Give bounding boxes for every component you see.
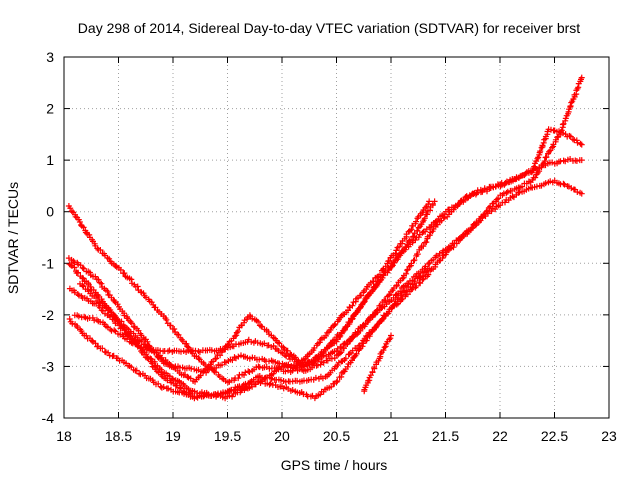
y-tick-label: 0 — [46, 204, 54, 220]
x-tick-label: 20 — [274, 428, 290, 444]
series-sat-5 — [71, 126, 585, 369]
chart-title: Day 298 of 2014, Sidereal Day-to-day VTE… — [78, 20, 580, 36]
x-tick-label: 18 — [56, 428, 72, 444]
y-tick-label: 1 — [46, 152, 54, 168]
y-tick-label: -1 — [42, 255, 55, 271]
x-tick-label: 22 — [492, 428, 508, 444]
series-markers — [65, 198, 433, 386]
x-tick-label: 18.5 — [105, 428, 132, 444]
x-tick-label: 20.5 — [323, 428, 350, 444]
x-axis-label: GPS time / hours — [281, 457, 388, 473]
x-tick-labels: 18 18.5 19 19.5 20 20.5 21 21.5 22 22.5 23 — [56, 428, 617, 444]
y-tick-label: -4 — [42, 410, 55, 426]
series-sat-7 — [65, 198, 433, 386]
x-tick-label: 19.5 — [214, 428, 241, 444]
series-markers — [361, 332, 394, 395]
series-sat-6 — [77, 74, 585, 376]
data-series — [65, 74, 585, 402]
series-markers — [77, 74, 585, 376]
y-axis-label: SDTVAR / TECUs — [5, 182, 21, 294]
y-tick-label: 2 — [46, 101, 54, 117]
x-tick-label: 21.5 — [432, 428, 459, 444]
y-tick-label: 3 — [46, 49, 54, 65]
y-tick-label: -2 — [42, 307, 55, 323]
y-tick-label: -3 — [42, 358, 55, 374]
x-tick-label: 22.5 — [541, 428, 568, 444]
series-sat-8 — [361, 332, 394, 395]
x-tick-label: 23 — [601, 428, 617, 444]
series-markers — [71, 126, 585, 369]
x-tick-label: 19 — [165, 428, 181, 444]
x-tick-label: 21 — [383, 428, 399, 444]
y-tick-labels: -4 -3 -2 -1 0 1 2 3 — [42, 49, 55, 426]
plot-frame — [63, 56, 610, 419]
